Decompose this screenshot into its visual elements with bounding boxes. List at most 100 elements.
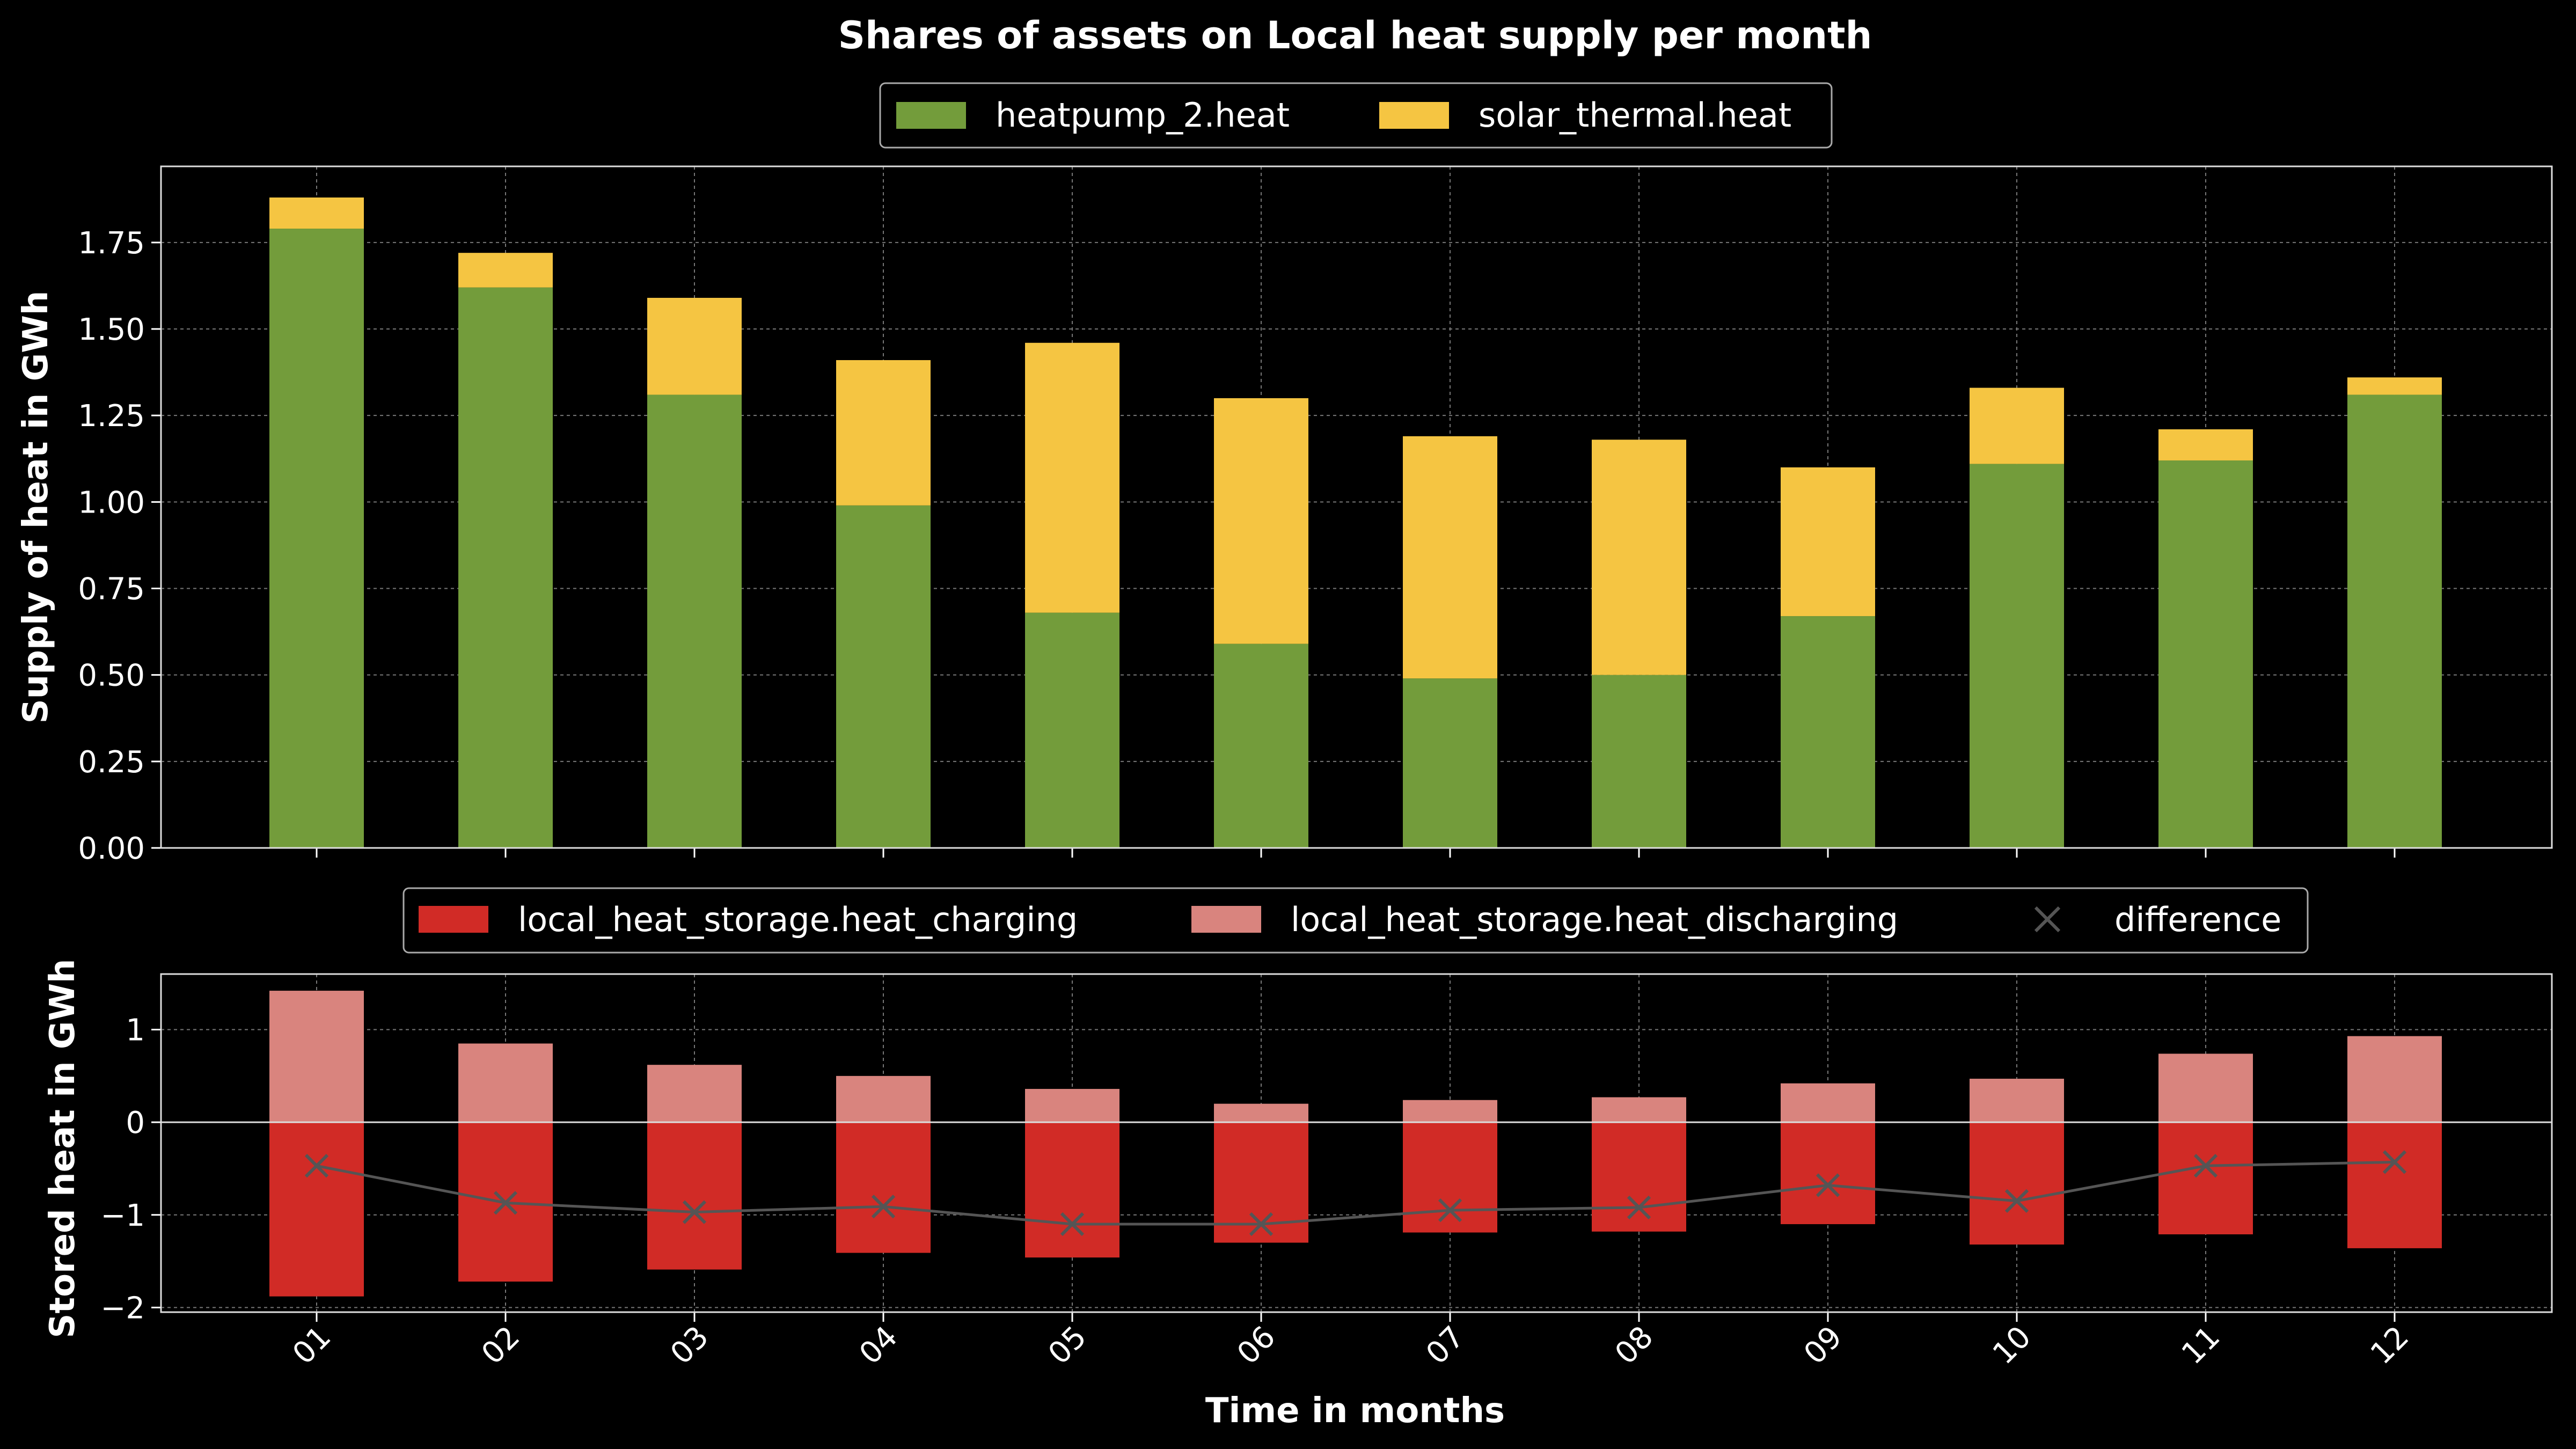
- storage-legend-label: difference: [2114, 900, 2281, 939]
- discharging-bar: [1025, 1089, 1119, 1123]
- discharging-bar: [269, 991, 364, 1123]
- heatpump-bar: [836, 505, 931, 848]
- charging-bar: [1592, 1122, 1686, 1232]
- storage-y-tick-label: −1: [100, 1198, 145, 1233]
- heatpump-bar: [269, 229, 364, 848]
- solar-thermal-bar: [1214, 398, 1308, 644]
- supply-y-tick-label: 0.25: [78, 745, 145, 780]
- difference-marker: [2193, 1154, 2218, 1178]
- heatpump-bar: [1025, 612, 1119, 848]
- charging-bar: [269, 1122, 364, 1297]
- solar-thermal-bar: [1970, 387, 2064, 464]
- storage-y-tick-label: 0: [126, 1106, 145, 1140]
- difference-marker: [493, 1191, 518, 1215]
- solar-thermal-bar: [1025, 342, 1119, 613]
- discharging-bar: [1970, 1079, 2064, 1123]
- charging-bar: [1025, 1122, 1119, 1258]
- supply-legend-label: heatpump_2.heat: [996, 96, 1290, 135]
- storage-y-axis-label: Stored heat in GWh: [43, 958, 83, 1338]
- supply-plot-frame: [160, 165, 2553, 849]
- difference-marker-stroke: [2193, 1154, 2218, 1178]
- heatpump-bar: [1781, 616, 1875, 848]
- supply-legend-box: [879, 82, 1833, 149]
- difference-marker: [1249, 1212, 1274, 1236]
- heatpump-bar: [647, 394, 742, 848]
- supply-y-tick-label: 1.00: [78, 485, 145, 520]
- difference-marker-stroke: [682, 1200, 707, 1224]
- difference-marker: [1627, 1195, 1651, 1220]
- difference-marker-stroke: [1627, 1195, 1651, 1220]
- difference-marker: [2382, 1150, 2407, 1174]
- solar-thermal-bar: [269, 197, 364, 229]
- supply-y-tick-label: 0.00: [78, 831, 145, 866]
- supply-legend-swatch: [896, 102, 966, 129]
- storage-legend-swatch: [419, 906, 488, 933]
- supply-y-tick-label: 1.25: [78, 399, 145, 434]
- difference-marker: [2004, 1189, 2029, 1213]
- discharging-bar: [1403, 1100, 1497, 1123]
- charging-bar: [647, 1122, 742, 1270]
- solar-thermal-bar: [1781, 467, 1875, 617]
- solar-thermal-bar: [2347, 377, 2442, 395]
- charging-bar: [836, 1122, 931, 1253]
- heatpump-bar: [1592, 675, 1686, 848]
- difference-marker-stroke: [2004, 1189, 2029, 1213]
- charging-bar: [2158, 1122, 2253, 1235]
- discharging-bar: [647, 1065, 742, 1123]
- difference-marker: [871, 1195, 896, 1219]
- supply-y-tick-label: 1.75: [78, 226, 145, 261]
- difference-marker: [682, 1200, 707, 1224]
- supply-legend: heatpump_2.heat solar_thermal.heat: [879, 82, 1833, 149]
- solar-thermal-bar: [1403, 436, 1497, 679]
- heatpump-bar: [2158, 460, 2253, 848]
- solar-thermal-bar: [836, 360, 931, 506]
- charging-bar: [1403, 1122, 1497, 1233]
- difference-marker-stroke: [1438, 1198, 1462, 1223]
- supply-y-tick-label: 0.50: [78, 658, 145, 693]
- chart-title: Shares of assets on Local heat supply pe…: [838, 13, 1872, 57]
- discharging-bar: [1214, 1103, 1308, 1123]
- solar-thermal-bar: [2158, 429, 2253, 460]
- supply-y-tick-label: 0.75: [78, 572, 145, 606]
- difference-marker-stroke: [1816, 1173, 1840, 1197]
- storage-legend-label: local_heat_storage.heat_charging: [518, 900, 1078, 939]
- discharging-bar: [2347, 1036, 2442, 1123]
- difference-marker: [1816, 1173, 1840, 1197]
- supply-legend-swatch: [1379, 102, 1449, 129]
- difference-marker: [304, 1154, 329, 1178]
- discharging-bar: [836, 1075, 931, 1123]
- heatpump-bar: [1403, 678, 1497, 848]
- heatpump-bar: [1214, 643, 1308, 848]
- solar-thermal-bar: [647, 297, 742, 395]
- charging-bar: [1781, 1122, 1875, 1225]
- difference-marker-stroke: [304, 1154, 329, 1178]
- charging-bar: [1970, 1122, 2064, 1245]
- storage-legend-marker: [2034, 906, 2061, 933]
- difference-marker: [1438, 1198, 1462, 1223]
- supply-y-tick-label: 1.50: [78, 312, 145, 347]
- discharging-bar: [1781, 1083, 1875, 1123]
- difference-marker: [1060, 1212, 1085, 1236]
- storage-plot-frame: [160, 973, 2553, 1313]
- storage-legend-box: [402, 887, 2309, 954]
- heatpump-bar: [1970, 464, 2064, 848]
- difference-marker-stroke: [493, 1191, 518, 1215]
- difference-marker-stroke: [2382, 1150, 2407, 1174]
- supply-legend-label: solar_thermal.heat: [1479, 96, 1791, 135]
- discharging-bar: [458, 1043, 553, 1123]
- charging-bar: [2347, 1122, 2442, 1248]
- storage-y-tick-label: −2: [100, 1291, 145, 1326]
- storage-legend: local_heat_storage.heat_charging local_he…: [402, 887, 2309, 954]
- difference-marker-stroke: [871, 1195, 896, 1219]
- difference-marker-stroke: [1060, 1212, 1085, 1236]
- discharging-bar: [2158, 1053, 2253, 1123]
- heatpump-bar: [2347, 394, 2442, 848]
- storage-legend-swatch: [1191, 906, 1261, 933]
- storage-y-tick-label: 1: [126, 1013, 145, 1048]
- solar-thermal-bar: [458, 253, 553, 288]
- discharging-bar: [1592, 1097, 1686, 1123]
- x-axis-label: Time in months: [1205, 1391, 1505, 1431]
- difference-marker-stroke: [1249, 1212, 1274, 1236]
- solar-thermal-bar: [1592, 440, 1686, 675]
